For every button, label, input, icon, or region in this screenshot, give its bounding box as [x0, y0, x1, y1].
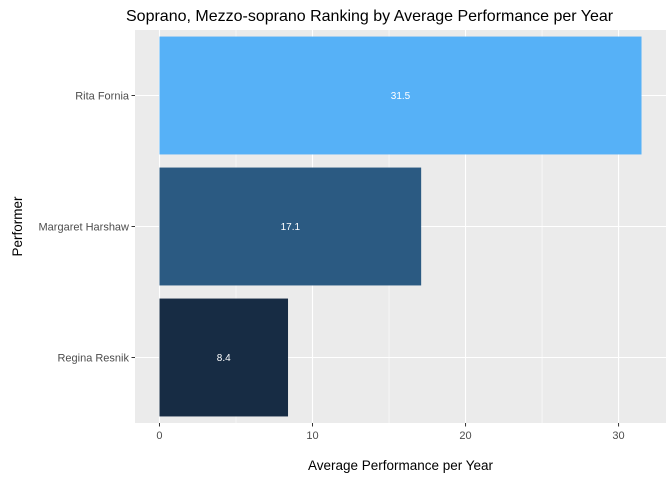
- bar-value-label: 31.5: [391, 91, 411, 102]
- y-tick-label: Margaret Harshaw: [39, 222, 130, 234]
- x-axis: 0 10 20 30: [156, 423, 625, 442]
- x-tick-label: 0: [156, 430, 162, 442]
- bar-value-label: 8.4: [217, 353, 231, 364]
- x-axis-title: Average Performance per Year: [308, 458, 494, 473]
- bar-labels: 31.5 17.1 8.4: [217, 91, 411, 364]
- y-axis: Rita Fornia Margaret Harshaw Regina Resnik: [39, 91, 135, 365]
- y-tick-label: Regina Resnik: [57, 353, 129, 365]
- bar-value-label: 17.1: [281, 222, 301, 233]
- x-tick-label: 30: [612, 430, 624, 442]
- y-tick-label: Rita Fornia: [75, 91, 130, 103]
- bars: [159, 36, 642, 417]
- bar: [159, 167, 422, 286]
- y-axis-title: Performer: [10, 196, 25, 257]
- x-tick-label: 10: [306, 430, 318, 442]
- bar: [159, 36, 642, 155]
- x-tick-label: 20: [459, 430, 471, 442]
- bar: [159, 298, 289, 417]
- chart-title: Soprano, Mezzo-soprano Ranking by Averag…: [126, 8, 614, 25]
